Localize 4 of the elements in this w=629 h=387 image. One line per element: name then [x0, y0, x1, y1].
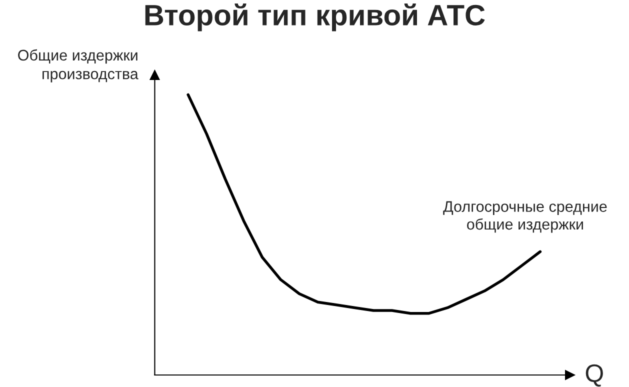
chart-title: Второй тип кривой АТС — [145, 4, 485, 32]
annotation: Долгосрочные средние общие издержки — [443, 201, 607, 233]
y-axis-title: Общие издержки производства — [18, 49, 138, 82]
x-axis-title: Q — [586, 364, 603, 387]
